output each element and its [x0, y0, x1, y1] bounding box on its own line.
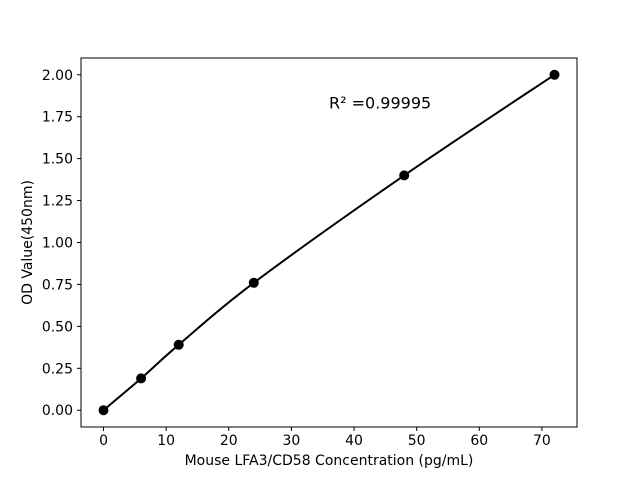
y-tick-label: 0.25	[42, 361, 73, 377]
y-axis-label: OD Value(450nm)	[20, 180, 36, 305]
y-tick-label: 1.50	[42, 152, 73, 168]
x-tick-label: 50	[408, 433, 426, 449]
y-tick-label: 1.00	[42, 236, 73, 252]
y-tick-label: 2.00	[42, 68, 73, 84]
y-tick-label: 0.50	[42, 319, 73, 335]
axes-frame	[80, 57, 578, 428]
data-point-marker	[549, 69, 560, 80]
data-point-marker	[136, 373, 147, 384]
x-axis-label: Mouse LFA3/CD58 Concentration (pg/mL)	[185, 453, 474, 469]
x-tick-label: 70	[533, 433, 551, 449]
r-squared-annotation: R² =0.99995	[329, 93, 431, 112]
data-point-marker	[98, 405, 109, 416]
y-tick-label: 0.00	[42, 403, 73, 419]
y-tick-label: 0.75	[42, 277, 73, 293]
data-point-marker	[173, 339, 184, 350]
y-tick-label: 1.75	[42, 110, 73, 126]
y-tick-label: 1.25	[42, 194, 73, 210]
x-tick-label: 0	[99, 433, 108, 449]
data-point-marker	[399, 170, 410, 181]
data-point-marker	[248, 277, 259, 288]
x-tick-label: 60	[470, 433, 488, 449]
x-tick-label: 40	[345, 433, 363, 449]
x-tick-label: 10	[157, 433, 175, 449]
x-tick-label: 30	[283, 433, 301, 449]
x-tick-label: 20	[220, 433, 238, 449]
